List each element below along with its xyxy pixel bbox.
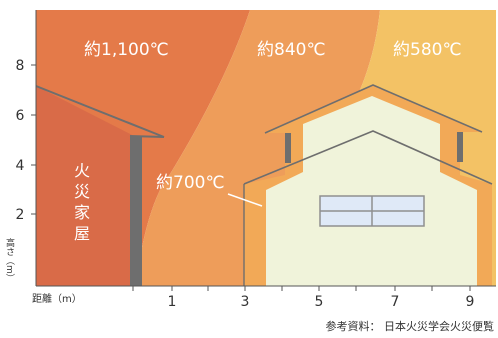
- y-axis-label: 高さ（m）: [4, 237, 15, 283]
- zone-label-580: 約580℃: [393, 40, 462, 60]
- burning-house-eave: [129, 135, 165, 138]
- zone-840: [136, 10, 380, 286]
- source-note: 参考資料： 日本火災学会火災便覧: [326, 319, 495, 333]
- callout-label-700: 約700℃: [156, 173, 225, 193]
- burning-house-label-char: 火: [74, 161, 90, 180]
- x-axis: 1 3 5 7 9 距離（m）: [32, 285, 496, 310]
- zone-label-840: 約840℃: [257, 40, 326, 60]
- burning-house-roofline: [35, 85, 165, 138]
- y-tick-label: 8: [16, 58, 25, 74]
- burning-house-label-char: 屋: [74, 224, 90, 243]
- neighbor-house-upper-roof: [264, 84, 483, 134]
- burning-house: [36, 86, 136, 286]
- burning-house-label-char: 災: [74, 182, 90, 201]
- y-tick-label: 4: [16, 158, 25, 174]
- x-tick-label: 7: [391, 294, 400, 310]
- neighbor-house-left-chimney: [285, 133, 291, 163]
- window: [319, 195, 425, 227]
- x-tick-label: 9: [466, 294, 475, 310]
- x-tick-label: 3: [241, 294, 250, 310]
- y-tick-label: 2: [16, 207, 25, 223]
- callout-line: [227, 193, 263, 207]
- zone-label-1100: 約1,100℃: [84, 40, 169, 60]
- neighbor-house-right-chimney: [457, 132, 463, 162]
- x-tick-label: 5: [315, 294, 324, 310]
- burning-house-label: 火 災 家 屋: [74, 161, 90, 243]
- neighbor-house-lower-roof: [243, 130, 493, 185]
- x-tick-label: 1: [168, 294, 177, 310]
- burning-house-wall: [130, 136, 142, 286]
- y-tick-label: 6: [16, 108, 25, 124]
- neighbor-house-inner: [266, 96, 477, 286]
- burning-house-label-char: 家: [74, 203, 90, 222]
- y-axis: 2 4 6 8 高さ（m）: [4, 10, 37, 286]
- x-axis-label: 距離（m）: [32, 292, 82, 305]
